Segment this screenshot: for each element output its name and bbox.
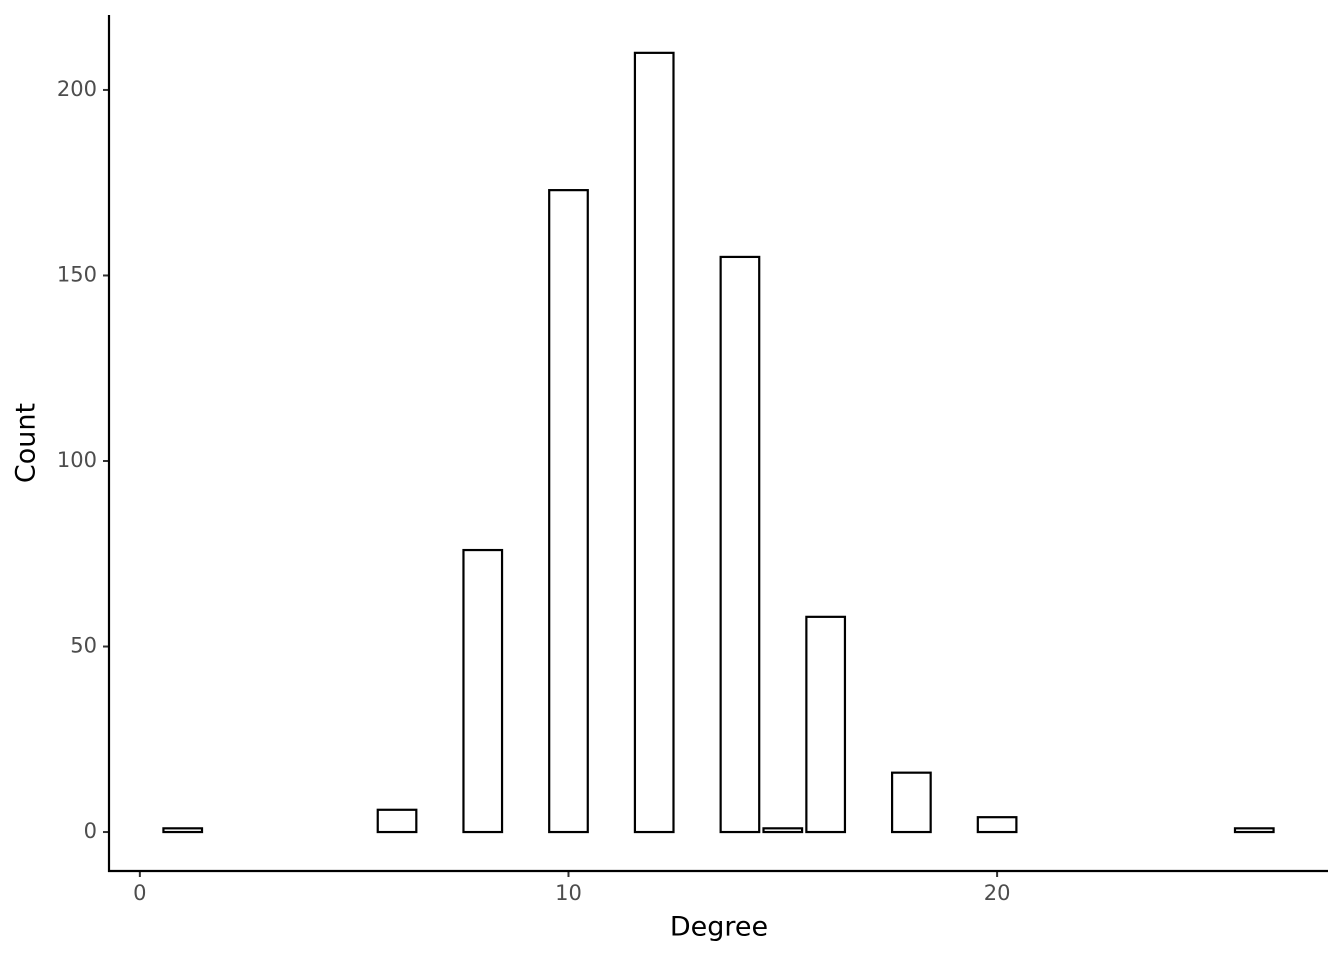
bar xyxy=(548,189,589,834)
bar xyxy=(162,827,204,834)
x-tick-label: 0 xyxy=(133,881,146,905)
y-axis-title: Count xyxy=(11,403,42,483)
bar xyxy=(376,808,418,834)
y-tick-label: 200 xyxy=(57,77,97,101)
x-tick-label: 20 xyxy=(984,881,1011,905)
bar xyxy=(976,816,1018,834)
y-tick-label: 50 xyxy=(70,634,97,658)
bar xyxy=(719,255,761,834)
bar xyxy=(805,615,847,834)
x-tick-label: 10 xyxy=(555,881,582,905)
bar xyxy=(1233,827,1275,834)
bar xyxy=(762,827,804,834)
bar xyxy=(890,771,932,834)
y-tick-label: 150 xyxy=(57,262,97,286)
x-axis-title: Degree xyxy=(670,912,768,943)
bar xyxy=(633,51,675,834)
bar xyxy=(462,548,504,834)
y-tick-label: 0 xyxy=(84,819,97,843)
y-tick-label: 100 xyxy=(57,448,97,472)
